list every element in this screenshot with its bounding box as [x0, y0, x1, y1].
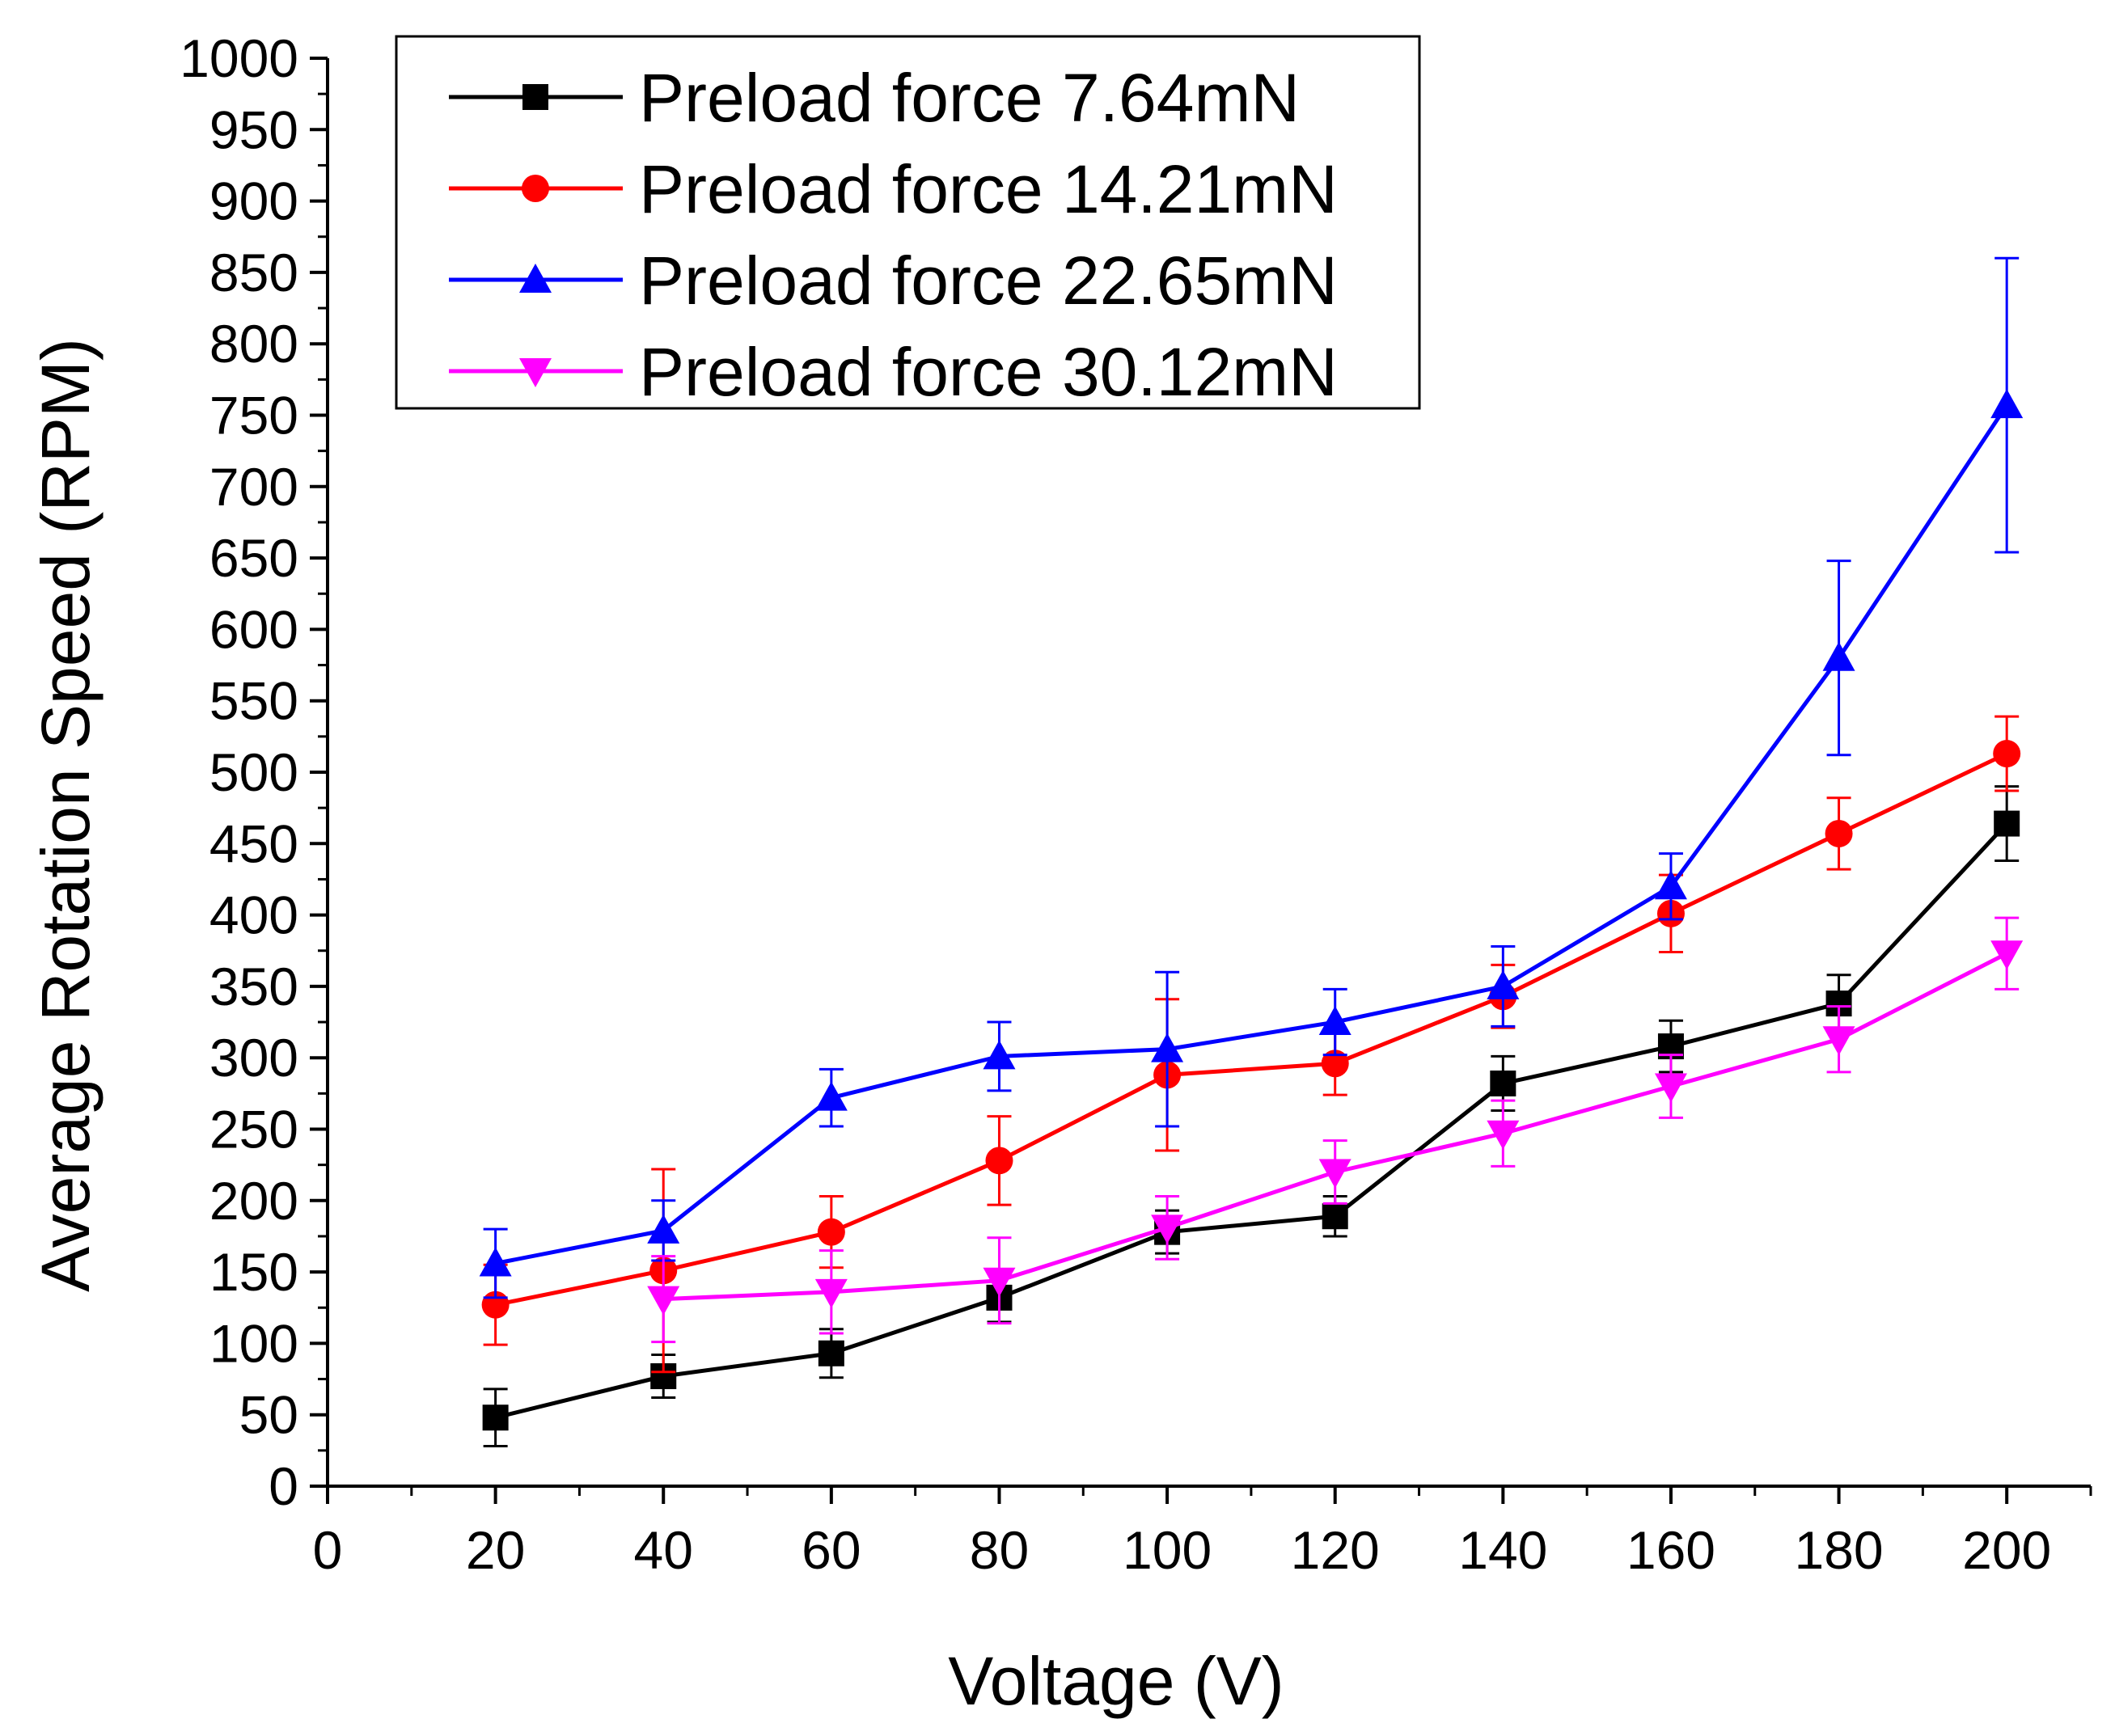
- y-tick-label: 100: [209, 1313, 298, 1373]
- x-tick-label: 180: [1795, 1520, 1884, 1580]
- data-point: [983, 1040, 1016, 1070]
- data-point: [1822, 641, 1855, 671]
- y-tick-label: 250: [209, 1100, 298, 1159]
- data-point: [818, 1340, 844, 1366]
- x-axis-title: Voltage (V): [948, 1643, 1284, 1719]
- y-tick-label: 0: [269, 1456, 298, 1516]
- y-tick-label: 200: [209, 1171, 298, 1231]
- data-point: [1321, 1050, 1349, 1078]
- data-point: [814, 1278, 848, 1308]
- series-1: [482, 785, 2020, 1448]
- series-4: [647, 916, 2024, 1344]
- data-point: [1822, 1026, 1855, 1056]
- x-tick-label: 200: [1962, 1520, 2051, 1580]
- data-point: [1990, 389, 2024, 419]
- legend: Preload force 7.64mN Preload force 14.21m…: [395, 35, 1421, 410]
- series-3: [479, 256, 2024, 1299]
- series-line: [495, 822, 2009, 1420]
- y-tick-label: 950: [209, 99, 298, 159]
- x-tick-label: 160: [1626, 1520, 1715, 1580]
- x-tick-label: 100: [1123, 1520, 1212, 1580]
- data-point: [1151, 1214, 1184, 1244]
- y-tick-label: 750: [209, 386, 298, 446]
- data-point: [1487, 969, 1520, 999]
- x-tick-label: 120: [1291, 1520, 1380, 1580]
- data-point: [1990, 940, 2024, 970]
- series-line: [495, 403, 2009, 1265]
- data-point: [983, 1267, 1016, 1297]
- data-point: [1654, 870, 1687, 900]
- legend-marker: [519, 264, 552, 293]
- y-tick-label: 300: [209, 1028, 298, 1088]
- legend-marker: [519, 358, 552, 387]
- data-point: [814, 1081, 848, 1111]
- data-point: [1490, 1070, 1516, 1096]
- series-2: [481, 715, 2021, 1374]
- data-point: [1654, 1073, 1687, 1103]
- y-tick-label: 50: [239, 1385, 298, 1445]
- data-point: [1151, 1033, 1184, 1062]
- data-point: [647, 1286, 680, 1316]
- legend-label: Preload force 14.21mN: [639, 151, 1338, 227]
- y-tick-label: 150: [209, 1242, 298, 1302]
- data-point: [482, 1404, 509, 1431]
- legend-label: Preload force 22.65mN: [639, 243, 1338, 319]
- data-point: [1322, 1203, 1348, 1230]
- y-tick-label: 450: [209, 813, 298, 873]
- legend-marker: [522, 84, 548, 110]
- y-tick-label: 350: [209, 957, 298, 1016]
- axes: 0501001502002503003504004505005506006507…: [180, 28, 2092, 1580]
- x-tick-label: 40: [634, 1520, 693, 1580]
- x-tick-label: 0: [313, 1520, 343, 1580]
- data-point: [1994, 810, 2020, 837]
- data-point: [817, 1218, 845, 1246]
- y-tick-label: 650: [209, 528, 298, 588]
- y-tick-label: 1000: [180, 28, 298, 88]
- data-point: [1487, 1120, 1520, 1150]
- data-point: [1825, 819, 1853, 847]
- data-point: [1318, 1159, 1351, 1189]
- y-tick-label: 900: [209, 171, 298, 231]
- series-line: [495, 751, 2008, 1307]
- y-tick-label: 550: [209, 671, 298, 731]
- data-point: [985, 1147, 1013, 1175]
- x-tick-label: 20: [466, 1520, 525, 1580]
- legend-label: Preload force 30.12mN: [639, 334, 1338, 410]
- data-point: [647, 1214, 680, 1244]
- y-tick-label: 800: [209, 314, 298, 374]
- y-tick-label: 850: [209, 243, 298, 302]
- data-point: [1318, 1006, 1351, 1036]
- data-point: [479, 1247, 512, 1277]
- plot-area: [479, 256, 2024, 1448]
- y-tick-label: 400: [209, 885, 298, 945]
- legend-marker: [522, 175, 549, 202]
- legend-label: Preload force 7.64mN: [639, 60, 1300, 136]
- x-tick-label: 140: [1458, 1520, 1547, 1580]
- y-axis-title: Average Rotation Speed (RPM): [27, 338, 104, 1292]
- x-tick-label: 80: [970, 1520, 1029, 1580]
- x-tick-label: 60: [802, 1520, 861, 1580]
- y-tick-label: 600: [209, 599, 298, 659]
- y-tick-label: 500: [209, 742, 298, 802]
- data-point: [1993, 740, 2021, 768]
- y-tick-label: 700: [209, 457, 298, 517]
